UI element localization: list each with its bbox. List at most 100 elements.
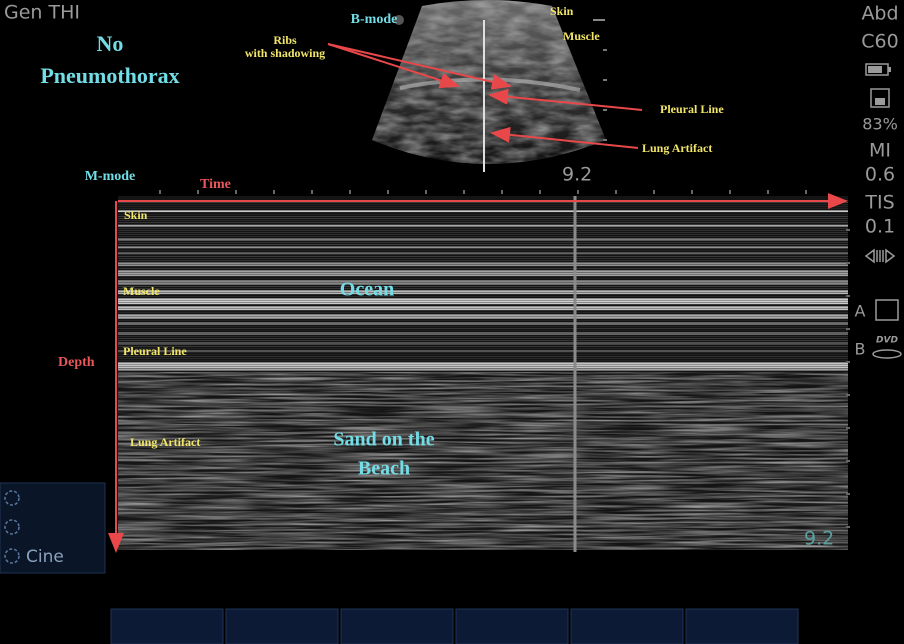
m-mode-annotation: Beach xyxy=(358,458,410,480)
tissue-line xyxy=(118,344,848,345)
annotation-arrows xyxy=(108,43,848,553)
tissue-line xyxy=(118,294,848,295)
tissue-band xyxy=(118,342,848,345)
tissue-line xyxy=(118,296,848,297)
storage-icon xyxy=(870,88,890,108)
soft-key[interactable] xyxy=(225,608,339,644)
axis-label: Depth xyxy=(58,355,95,370)
tissue-line xyxy=(118,222,848,223)
tissue-line xyxy=(118,370,848,371)
tissue-band xyxy=(118,238,848,241)
tissue-line xyxy=(118,340,848,341)
depth-readout: 9.2 xyxy=(562,164,592,186)
axis-label: Time xyxy=(200,177,231,192)
tissue-line xyxy=(118,266,848,267)
tissue-line xyxy=(118,308,848,309)
print-a: A xyxy=(855,302,866,321)
tissue-line xyxy=(118,288,848,289)
tissue-line xyxy=(118,328,848,329)
tissue-line xyxy=(118,354,848,355)
tissue-line xyxy=(118,244,848,245)
tissue-line xyxy=(118,236,848,237)
tissue-line xyxy=(118,290,848,291)
tissue-line xyxy=(118,270,848,271)
b-mode-annotation: Muscle xyxy=(563,29,600,43)
tissue-line xyxy=(118,206,848,207)
tissue-line xyxy=(118,286,848,287)
radio-option[interactable]: Cine xyxy=(4,547,64,567)
tissue-line xyxy=(118,224,848,225)
tissue-line xyxy=(118,228,848,229)
radio-option[interactable] xyxy=(4,519,20,535)
tissue-line xyxy=(118,202,848,203)
m-mode-annotation: Skin xyxy=(124,208,148,222)
tissue-line xyxy=(118,252,848,253)
tissue-line xyxy=(118,218,848,219)
tissue-line xyxy=(118,220,848,221)
mi-value: 0.6 xyxy=(865,164,895,186)
tissue-line xyxy=(118,240,848,241)
tissue-line xyxy=(118,334,848,335)
tissue-line xyxy=(118,306,848,307)
tissue-line xyxy=(118,230,848,231)
m-mode-annotation: Ocean xyxy=(340,279,394,301)
tissue-line xyxy=(118,314,848,315)
b-mode-annotation: Pleural Line xyxy=(660,102,724,116)
tissue-line xyxy=(118,208,848,209)
b-mode-image xyxy=(372,0,607,172)
tissue-line xyxy=(118,338,848,339)
tissue-line xyxy=(118,242,848,243)
tissue-line xyxy=(118,264,848,265)
depth-readout: 9.2 xyxy=(804,528,834,550)
tissue-line xyxy=(118,258,848,259)
m-mode-annotation: Muscle xyxy=(123,284,160,298)
tissue-line xyxy=(118,332,848,333)
soft-key[interactable] xyxy=(110,608,224,644)
tissue-line xyxy=(118,312,848,313)
tissue-line xyxy=(118,256,848,257)
tissue-line xyxy=(118,216,848,217)
tissue-line xyxy=(118,276,848,277)
m-mode-annotation: Lung Artifact xyxy=(130,435,200,449)
soft-key[interactable] xyxy=(455,608,569,644)
soft-key[interactable] xyxy=(685,608,799,644)
mi-label: MI xyxy=(869,140,891,162)
tissue-line xyxy=(118,366,848,367)
title: No xyxy=(97,31,124,56)
tissue-line xyxy=(118,350,848,351)
tissue-line xyxy=(118,364,848,365)
title: Pneumothorax xyxy=(40,63,179,88)
tissue-line xyxy=(118,322,848,323)
tissue-line xyxy=(118,318,848,319)
b-mode-annotation: Ribs xyxy=(273,33,297,47)
cine-panel: Cine xyxy=(0,482,106,574)
radio-option[interactable] xyxy=(4,490,20,506)
tissue-line xyxy=(118,254,848,255)
tissue-line xyxy=(118,316,848,317)
b-mode-label: B-mode xyxy=(351,12,398,27)
storage-percent: 83% xyxy=(862,115,898,134)
tissue-line xyxy=(118,342,848,343)
tissue-line xyxy=(118,298,848,299)
tissue-line xyxy=(118,246,848,247)
tissue-line xyxy=(118,210,848,211)
tissue-line xyxy=(118,250,848,251)
tissue-line xyxy=(118,260,848,261)
tissue-line xyxy=(118,226,848,227)
soft-key[interactable] xyxy=(570,608,684,644)
m-mode-annotation: Sand on the xyxy=(333,429,434,451)
tissue-line xyxy=(118,352,848,353)
soft-key[interactable] xyxy=(340,608,454,644)
tissue-line xyxy=(118,232,848,233)
tissue-line xyxy=(118,302,848,303)
tissue-line xyxy=(118,234,848,235)
preset: Abd xyxy=(861,3,898,25)
status-column: Abd C60 83% MI 0.6 TIS 0.1 A B DVD xyxy=(855,3,902,359)
b-mode-annotation: Skin xyxy=(550,4,574,18)
tissue-line xyxy=(118,330,848,331)
tissue-line xyxy=(118,284,848,285)
tissue-line xyxy=(118,268,848,269)
m-mode-label: M-mode xyxy=(85,169,136,184)
b-mode-annotation: Lung Artifact xyxy=(642,141,712,155)
